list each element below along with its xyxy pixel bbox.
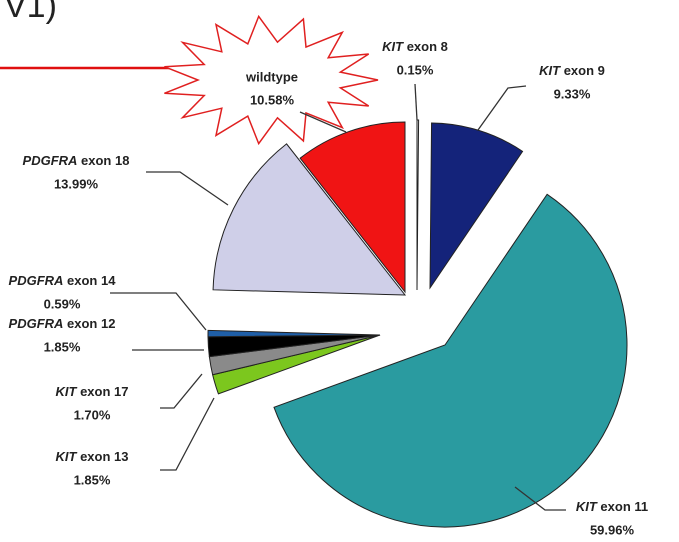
slice-label: KIT exon 17 [56, 384, 129, 399]
leader-line [299, 111, 347, 133]
header-fragment: V1) [4, 0, 57, 25]
gene-name: KIT [56, 449, 78, 464]
gene-name: PDGFRA [9, 316, 64, 331]
exon-name: exon 17 [76, 384, 128, 399]
pie-slice [273, 193, 628, 528]
exon-name: exon 8 [403, 39, 448, 54]
value-label: 1.85% [74, 472, 111, 487]
value-label: 59.96% [590, 522, 635, 537]
slice-label: PDGFRA exon 18 [23, 153, 130, 168]
value-label: 0.15% [397, 62, 434, 77]
exon-name: exon 12 [63, 316, 115, 331]
starburst [164, 14, 379, 146]
value-label: 1.70% [74, 407, 111, 422]
leader-line [110, 292, 207, 331]
slice-label: PDGFRA exon 12 [9, 316, 116, 331]
slice-label: KIT exon 9 [539, 63, 605, 78]
slice-label: PDGFRA exon 14 [9, 273, 117, 288]
exon-name: exon 14 [63, 273, 116, 288]
gene-name: KIT [56, 384, 78, 399]
leader-line [477, 85, 527, 131]
value-label: 9.33% [554, 86, 591, 101]
value-label: 10.58% [250, 92, 295, 107]
pie-slice [416, 119, 420, 291]
pie-slice [207, 329, 381, 338]
value-label: 13.99% [54, 176, 99, 191]
gene-name: KIT [382, 39, 404, 54]
leader-line [146, 171, 229, 206]
slice-label: KIT exon 13 [56, 449, 129, 464]
gene-name: PDGFRA [23, 153, 78, 168]
exon-name: exon 18 [77, 153, 129, 168]
exon-name: exon 11 [597, 499, 648, 514]
pie-slice [299, 121, 406, 294]
pie-slice [212, 143, 407, 296]
slice-label: KIT exon 8 [382, 39, 448, 54]
exon-name: exon 13 [76, 449, 128, 464]
leader-line [160, 373, 203, 409]
value-label: 0.59% [44, 296, 81, 311]
slice-label: wildtype [245, 69, 298, 84]
leader-line [414, 83, 418, 121]
gene-name: PDGFRA [9, 273, 64, 288]
gene-name: KIT [539, 63, 561, 78]
leader-line [514, 486, 566, 511]
exon-name: exon 9 [560, 63, 605, 78]
leader-line [160, 397, 215, 471]
pie-slice [429, 122, 524, 290]
gene-name: KIT [576, 499, 598, 514]
value-label: 1.85% [44, 339, 81, 354]
slice-label: KIT exon 11 [576, 499, 648, 514]
